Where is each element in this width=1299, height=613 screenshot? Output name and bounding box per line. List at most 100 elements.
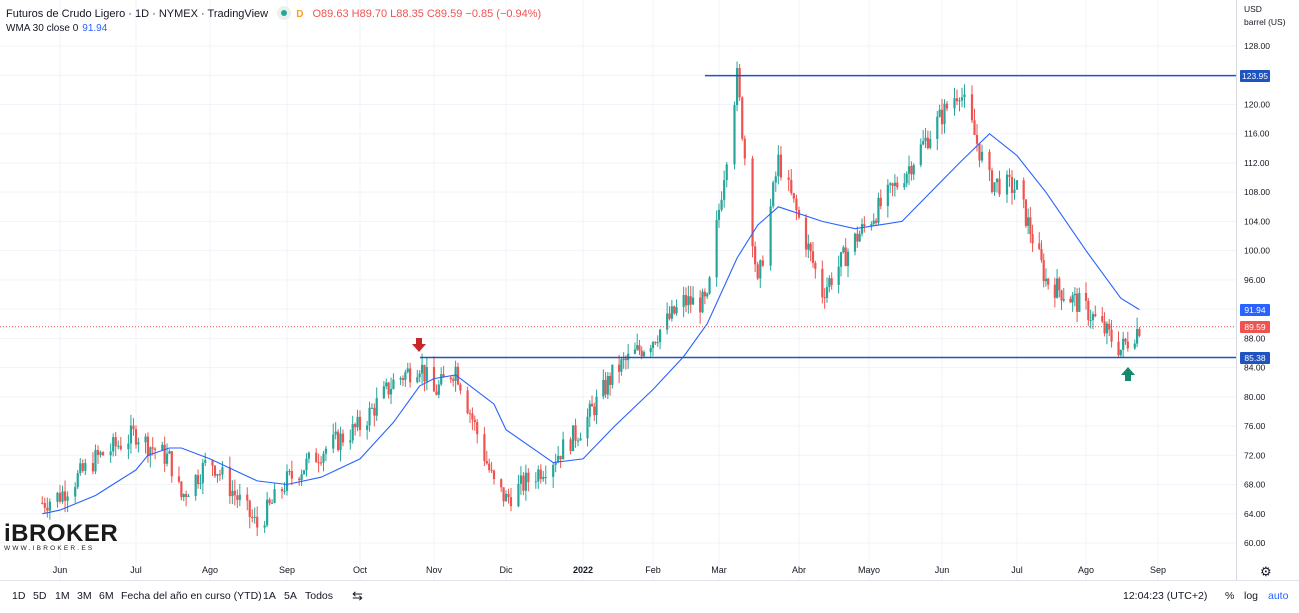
candle-body <box>699 297 702 313</box>
candle-body <box>177 476 181 482</box>
currency-label[interactable]: USD <box>1244 4 1262 14</box>
candle-body <box>618 364 621 372</box>
candle-body <box>741 97 744 139</box>
candle-body <box>1135 329 1139 344</box>
candle-body <box>651 342 655 349</box>
range-ytd[interactable]: Fecha del año en curso (YTD) <box>121 590 262 602</box>
wma-line <box>42 132 1140 515</box>
candle-body <box>466 390 469 414</box>
symbol-title[interactable]: Futuros de Crudo Ligero · 1D · NYMEX · T… <box>6 8 269 20</box>
candle-body <box>375 398 378 416</box>
candle-body <box>1101 316 1104 322</box>
candle-body <box>319 462 323 464</box>
candle-body <box>1015 180 1019 190</box>
candle-body <box>879 197 882 207</box>
candle-body <box>253 516 256 518</box>
candle-body <box>182 494 185 498</box>
candle-body <box>1029 217 1032 235</box>
percent-toggle[interactable]: % <box>1225 590 1235 602</box>
candle-body <box>324 448 328 454</box>
candle-body <box>943 103 946 125</box>
gear-icon[interactable]: ⚙ <box>1260 564 1272 579</box>
candle-body <box>416 377 419 383</box>
candle-body <box>1010 176 1014 193</box>
candle-body <box>180 481 183 498</box>
price-tick-label: 104.00 <box>1244 216 1270 226</box>
candle-body <box>149 447 152 456</box>
market-status-icon[interactable] <box>277 6 292 20</box>
candle-body <box>488 463 491 470</box>
candle-body <box>84 463 87 471</box>
candle-body <box>1089 320 1092 322</box>
candle-body <box>1087 300 1090 321</box>
candle-body <box>590 403 594 407</box>
candle-body <box>606 376 609 395</box>
range-5a[interactable]: 5A <box>284 590 297 602</box>
candle-body <box>670 306 673 319</box>
candle-body <box>953 98 956 109</box>
candle-body <box>170 451 173 477</box>
clock-time[interactable]: 12:04:23 (UTC+2) <box>1123 590 1208 602</box>
range-5d[interactable]: 5D <box>33 590 47 602</box>
candle-body <box>490 469 493 471</box>
range-1a[interactable]: 1A <box>263 590 276 602</box>
candle-body <box>620 359 623 372</box>
candle-body <box>1027 217 1030 226</box>
candle-body <box>216 474 219 476</box>
candle-body <box>673 306 676 314</box>
price-tick-label: 116.00 <box>1244 129 1270 139</box>
unit-label[interactable]: barrel (US) <box>1244 17 1286 27</box>
candle-body <box>132 425 135 430</box>
candle-body <box>995 178 999 183</box>
price-chart[interactable]: Jun Jul Ago Sep Oct Nov Dic 2022 Feb Mar Abr Mayo Ju… <box>0 0 1236 580</box>
candle-body <box>579 438 582 441</box>
data-delay-badge[interactable]: D <box>296 9 304 20</box>
candle-body <box>238 494 241 500</box>
candle-body <box>701 291 704 313</box>
candle-body <box>382 386 385 399</box>
price-axis[interactable]: 128.00124.00120.00116.00112.00108.00104.… <box>1236 0 1299 580</box>
candle-body <box>1133 343 1136 349</box>
range-todos[interactable]: Todos <box>305 590 334 602</box>
candle-body <box>738 68 741 98</box>
price-tick-label: 84.00 <box>1244 363 1266 373</box>
candle-body <box>1008 174 1011 177</box>
price-axis-scale[interactable]: 128.00124.00120.00116.00112.00108.00104.… <box>1237 0 1299 580</box>
range-3m[interactable]: 3M <box>77 590 92 602</box>
candle-body <box>958 100 961 102</box>
chart-area[interactable]: Jun Jul Ago Sep Oct Nov Dic 2022 Feb Mar Abr Mayo Ju… <box>0 0 1236 580</box>
candle-body <box>633 349 637 354</box>
candle-body <box>144 436 147 443</box>
candle-body <box>349 440 352 443</box>
candle-body <box>163 444 166 464</box>
range-1d[interactable]: 1D <box>12 590 26 602</box>
candle-body <box>290 471 293 479</box>
price-tag: 91.94 <box>1240 303 1270 316</box>
candle-body <box>642 352 646 357</box>
candle-body <box>537 469 540 482</box>
candle-body <box>963 94 966 98</box>
candle-body <box>1073 293 1076 296</box>
candle-body <box>846 251 850 267</box>
candle-body <box>134 429 138 445</box>
log-toggle[interactable]: log <box>1244 590 1259 602</box>
range-6m[interactable]: 6M <box>99 590 114 602</box>
candle-body <box>574 425 577 441</box>
candle-body <box>483 434 486 462</box>
candle-body <box>807 243 810 250</box>
candle-body <box>399 378 402 380</box>
candle-body <box>720 199 723 210</box>
candle-body <box>611 364 614 385</box>
auto-toggle[interactable]: auto <box>1268 590 1289 602</box>
candle-body <box>960 97 964 101</box>
candle-body <box>409 368 412 383</box>
candle-body <box>307 452 310 459</box>
candle-body <box>168 451 171 454</box>
candle-body <box>146 436 150 456</box>
candle-body <box>940 109 944 125</box>
date-range-icon[interactable]: ⇆ <box>352 588 363 603</box>
indicator-legend[interactable]: WMA 30 close 0 91.94 <box>6 23 107 34</box>
range-1m[interactable]: 1M <box>55 590 70 602</box>
candle-body <box>1055 278 1059 298</box>
candle-body <box>236 495 239 500</box>
